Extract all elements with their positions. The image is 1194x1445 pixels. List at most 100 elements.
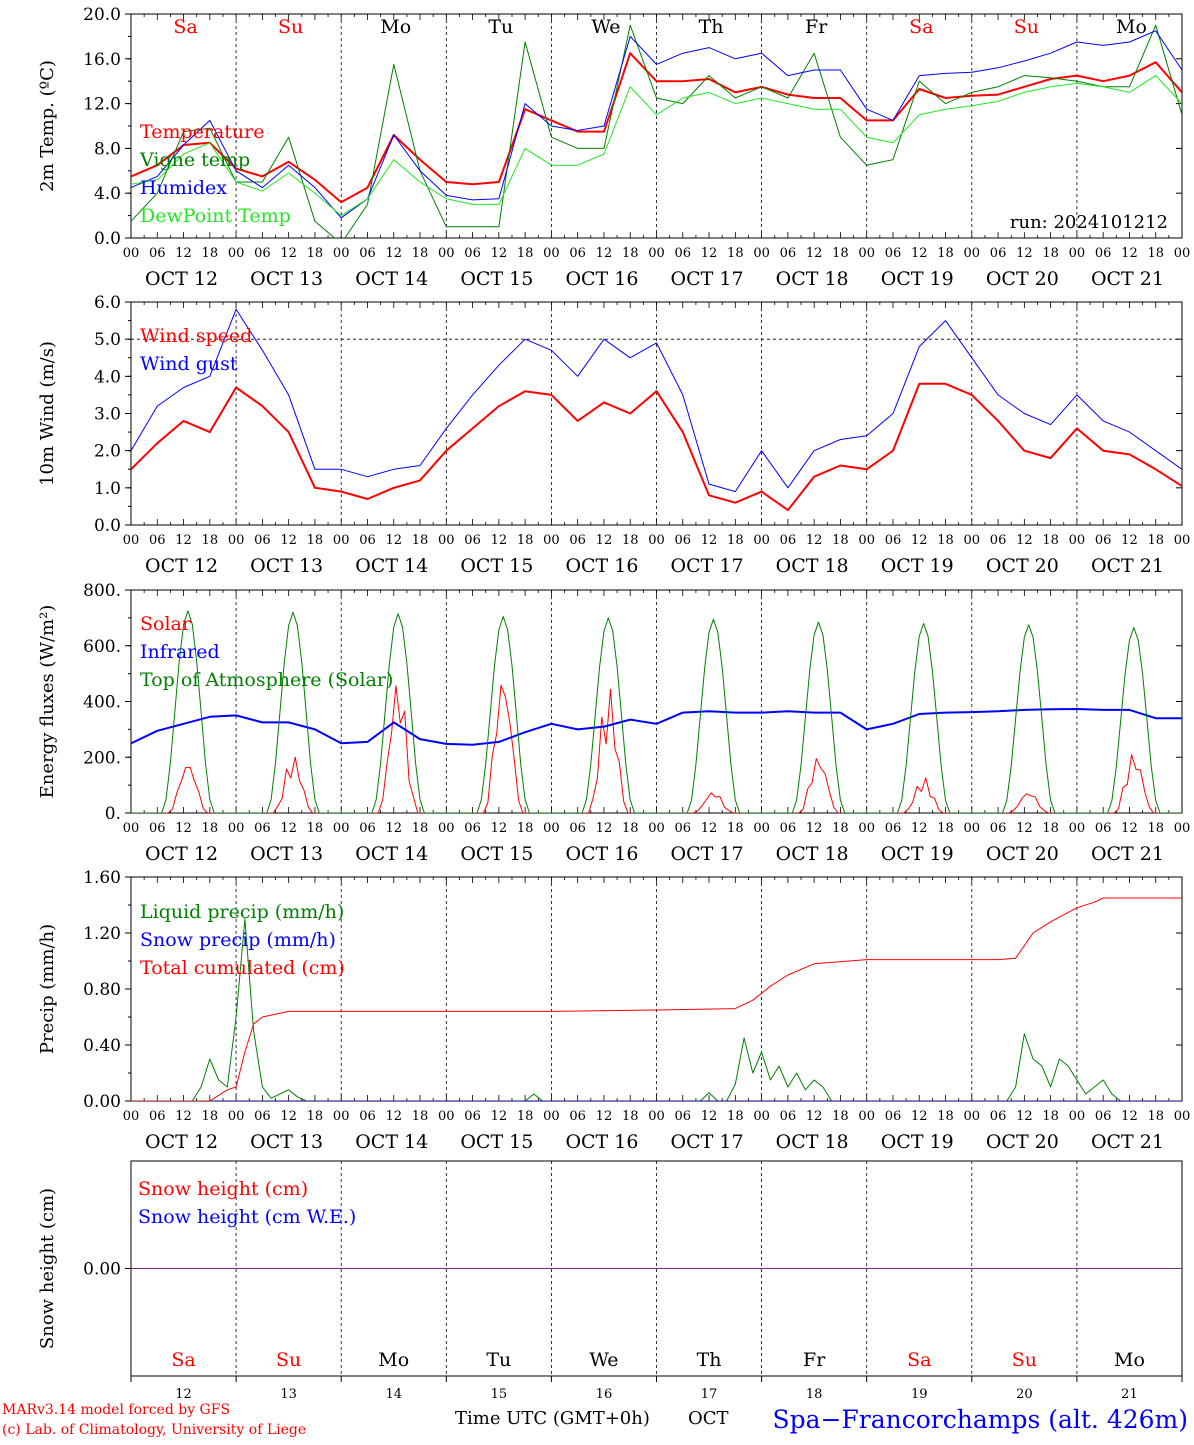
hour-tick-label: 12 — [1016, 1109, 1033, 1124]
weekday-label: Mo — [1116, 16, 1147, 38]
hour-tick-label: 00 — [333, 821, 350, 836]
series-group — [131, 308, 1182, 512]
hour-tick-label: 18 — [727, 533, 744, 548]
hour-tick-label: 12 — [701, 1109, 718, 1124]
date-label: OCT 16 — [565, 843, 638, 865]
hour-tick-label: 06 — [780, 821, 797, 836]
date-label: OCT 18 — [776, 843, 849, 865]
y-tick-label: 12.0 — [83, 95, 121, 115]
hour-tick-label: 06 — [359, 533, 376, 548]
hour-tick-label: 18 — [832, 1109, 849, 1124]
hour-tick-label: 12 — [385, 1109, 402, 1124]
date-label: OCT 14 — [355, 843, 428, 865]
hour-tick-label: 18 — [202, 821, 219, 836]
legend-label: Liquid precip (mm/h) — [140, 901, 344, 923]
hour-tick-label: 12 — [1016, 821, 1033, 836]
hour-tick-label: 00 — [228, 533, 245, 548]
hour-tick-label: 12 — [491, 246, 508, 261]
y-tick-label: 0.00 — [83, 1092, 121, 1112]
hour-tick-label: 12 — [911, 821, 928, 836]
hour-tick-label: 12 — [385, 533, 402, 548]
hour-tick-label: 06 — [569, 821, 586, 836]
hour-tick-label: 06 — [885, 821, 902, 836]
hour-tick-label: 12 — [491, 1109, 508, 1124]
weekday-label: Su — [1012, 1349, 1037, 1371]
hour-tick-label: 12 — [385, 246, 402, 261]
station-label: Spa−Francorchamps (alt. 426m) — [772, 1405, 1188, 1434]
hour-tick-label: 18 — [1147, 821, 1164, 836]
date-label: OCT 21 — [1091, 555, 1164, 577]
hour-tick-label: 18 — [937, 821, 954, 836]
legend-label: DewPoint Temp — [140, 205, 291, 227]
date-label: OCT 13 — [250, 268, 323, 290]
hour-tick-label: 12 — [596, 533, 613, 548]
hour-tick-label: 06 — [149, 533, 166, 548]
hour-tick-label: 18 — [202, 1109, 219, 1124]
hour-tick-label: 18 — [937, 246, 954, 261]
hour-tick-label: 18 — [622, 1109, 639, 1124]
hour-tick-label: 06 — [464, 533, 481, 548]
y-tick-label: 3.0 — [94, 405, 121, 425]
hour-tick-label: 00 — [648, 246, 665, 261]
y-tick-label: 600. — [83, 637, 121, 657]
date-label: OCT 21 — [1091, 268, 1164, 290]
hour-tick-label: 18 — [307, 1109, 324, 1124]
day-number-label: 16 — [596, 1387, 613, 1402]
date-label: OCT 18 — [776, 555, 849, 577]
hour-tick-label: 12 — [1121, 1109, 1138, 1124]
hour-tick-label: 00 — [123, 533, 140, 548]
credit-line-2: (c) Lab. of Climatology, University of L… — [2, 1422, 306, 1438]
hour-tick-label: 00 — [333, 246, 350, 261]
hour-tick-label: 12 — [596, 246, 613, 261]
date-label: OCT 17 — [671, 555, 744, 577]
hour-tick-label: 12 — [175, 821, 192, 836]
hour-tick-label: 18 — [1147, 533, 1164, 548]
hour-tick-label: 00 — [858, 821, 875, 836]
hour-tick-label: 06 — [885, 533, 902, 548]
legend-label: Wind speed — [140, 325, 252, 347]
date-label: OCT 12 — [145, 268, 218, 290]
legend-label: Total cumulated (cm) — [140, 957, 345, 979]
x-axis-title: Time UTC (GMT+0h) — [455, 1408, 650, 1429]
date-label: OCT 12 — [145, 843, 218, 865]
hour-tick-label: 18 — [517, 1109, 534, 1124]
date-label: OCT 18 — [776, 1131, 849, 1153]
hour-tick-label: 12 — [701, 533, 718, 548]
hour-tick-label: 00 — [543, 1109, 560, 1124]
hour-tick-label: 00 — [964, 821, 981, 836]
hour-tick-label: 18 — [832, 821, 849, 836]
series-line-vigne-temp — [131, 24, 1182, 238]
hour-tick-label: 12 — [596, 1109, 613, 1124]
hour-tick-label: 00 — [1069, 246, 1086, 261]
hour-tick-label: 00 — [333, 533, 350, 548]
hour-tick-label: 12 — [701, 821, 718, 836]
date-label: OCT 15 — [460, 268, 533, 290]
hour-tick-label: 06 — [149, 1109, 166, 1124]
hour-tick-label: 18 — [307, 533, 324, 548]
hour-tick-label: 12 — [1016, 533, 1033, 548]
date-label: OCT 20 — [986, 843, 1059, 865]
y-tick-label: 4.0 — [94, 367, 121, 387]
y-tick-label: 0.40 — [83, 1036, 121, 1056]
hour-tick-label: 12 — [491, 821, 508, 836]
hour-tick-label: 18 — [832, 533, 849, 548]
y-axis-title: Energy fluxes (W/m²) — [37, 605, 58, 799]
hour-tick-label: 18 — [1147, 1109, 1164, 1124]
weekday-label: Th — [699, 16, 724, 38]
hour-tick-label: 06 — [254, 533, 271, 548]
weekday-label: Tu — [486, 1349, 511, 1371]
legend-label: Temperature — [140, 121, 264, 143]
y-tick-label: 8.0 — [94, 139, 121, 159]
hour-tick-label: 06 — [780, 533, 797, 548]
hour-tick-label: 18 — [1042, 533, 1059, 548]
hour-tick-label: 00 — [1174, 821, 1191, 836]
hour-tick-label: 12 — [280, 1109, 297, 1124]
hour-tick-label: 12 — [911, 533, 928, 548]
weekday-label: Su — [1014, 16, 1039, 38]
hour-tick-label: 06 — [569, 246, 586, 261]
hour-tick-label: 18 — [622, 533, 639, 548]
hour-tick-label: 06 — [254, 246, 271, 261]
hour-tick-label: 00 — [1069, 1109, 1086, 1124]
hour-tick-label: 12 — [806, 246, 823, 261]
hour-tick-label: 06 — [359, 821, 376, 836]
